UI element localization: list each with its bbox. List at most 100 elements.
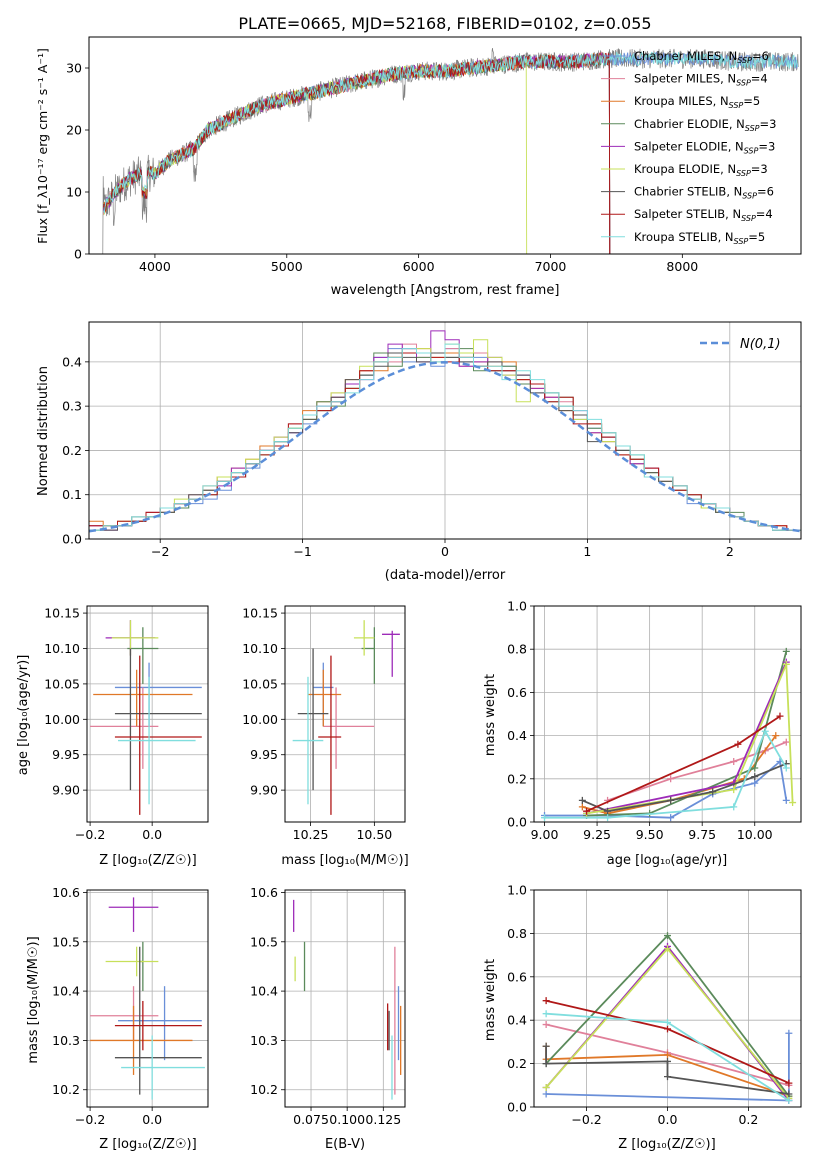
mass-weight-vs-age-marker-7-2 (776, 712, 784, 720)
spectrum-ytick-label-3: 30 (66, 61, 82, 76)
mass-weight-vs-z-marker-7-0 (542, 997, 550, 1005)
legend-label-count-6: =6 (757, 185, 774, 199)
residuals-ytick-label-3: 0.3 (62, 399, 82, 414)
mass-weight-vs-age-marker-6-3 (709, 788, 717, 796)
normal-reference-curve (88, 361, 802, 533)
mass-weight-vs-z-frame (533, 889, 802, 1108)
mass-vs-z-ylabel: mass [log₁₀(M/M☉)] (26, 936, 41, 1063)
mass-weight-vs-age-xtick-label-2: 9.50 (636, 827, 664, 842)
mass-vs-metallicity-panel: −0.2 0.0 10.2 10.3 10.4 10.5 10.6 (52, 885, 209, 1127)
mass-weight-vs-z-marker-6-3 (664, 1073, 671, 1081)
mass-weight-vs-age-marker-2-4 (772, 732, 780, 740)
mass-vs-ebv-ytick-label-3: 10.5 (250, 934, 278, 949)
legend-label-count-3: =3 (760, 117, 777, 131)
spectrum-ytick-label-1: 10 (66, 185, 82, 200)
mass-weight-vs-age-marker-8-4 (782, 764, 790, 772)
mass-weight-vs-age-ytick-label-3: 0.6 (507, 685, 527, 700)
mass-weight-vs-age-xtick-label-4: 10.00 (737, 827, 773, 842)
age-vs-mass-ytick-label-2: 10.00 (242, 712, 278, 727)
mass-weight-vs-z-ylabel: mass weight (483, 959, 498, 1041)
age-vs-mass-xtick-label-0: 10.25 (293, 827, 329, 842)
mass-weight-vs-age-marker-6-0 (578, 796, 586, 804)
residuals-ytick-label-2: 0.2 (62, 443, 82, 458)
age-vs-z-ytick-label-1: 9.95 (52, 747, 80, 762)
legend-label-count-2: =5 (743, 94, 760, 108)
mass-vs-z-frame (86, 889, 209, 1108)
mass-weight-vs-z-marker-1-0 (542, 1021, 550, 1029)
legend-label-text-7: Salpeter STELIB, N (634, 207, 741, 221)
residuals-xtick-label-4: 2 (726, 544, 734, 559)
mass-vs-z-ytick-label-3: 10.5 (52, 934, 80, 949)
mass-vs-ebv-ytick-label-4: 10.6 (250, 885, 278, 900)
age-vs-mass-ytick-label-5: 10.15 (242, 606, 278, 621)
mass-weight-vs-age-marker-8-0 (541, 814, 549, 822)
legend-label-text-6: Chabrier STELIB, N (634, 185, 742, 199)
mass-weight-vs-age-marker-0-2 (667, 814, 675, 822)
mass-weight-vs-age-marker-7-1 (734, 740, 742, 748)
mass-vs-ebv-xlabel: E(B-V) (325, 1137, 365, 1152)
mass-weight-vs-age-marker-2-0 (578, 803, 586, 811)
age-vs-mass-ytick-label-1: 9.95 (250, 747, 278, 762)
legend-label-1: Salpeter MILES, NSSP=4 (634, 72, 768, 88)
mass-vs-z-xtick-label-0: −0.2 (75, 1112, 105, 1127)
age-vs-mass-frame (284, 605, 406, 823)
mass-weight-vs-age-marker-5-1 (730, 786, 738, 794)
mass-weight-vs-age-marker-5-3 (789, 799, 797, 807)
residuals-xtick-label-2: 0 (441, 544, 449, 559)
mass-weight-vs-age-marker-1-2 (730, 758, 738, 766)
mass-weight-vs-z-marker-8-1 (664, 1018, 671, 1026)
residuals-ytick-label-0: 0.0 (62, 532, 82, 547)
mass-weight-vs-age-marker-3-3 (782, 647, 790, 655)
legend-label-text-2: Kroupa MILES, N (634, 94, 729, 108)
legend-label-4: Salpeter ELODIE, NSSP=3 (634, 139, 775, 155)
mass-weight-vs-z-marker-6-1 (542, 1060, 550, 1068)
mass-weight-vs-age-marker-5-2 (782, 660, 790, 668)
mass-weight-vs-z-xtick-label-1: 0.0 (658, 1112, 678, 1127)
legend-label-count-1: =4 (751, 72, 768, 86)
spectrum-xtick-label-0: 4000 (139, 259, 171, 274)
residuals-xtick-label-0: −2 (151, 544, 169, 559)
mass-weight-vs-age-marker-0-6 (782, 796, 790, 804)
mass-weight-vs-age-marker-6-4 (751, 773, 759, 781)
legend-label-text-1: Salpeter MILES, N (634, 72, 736, 86)
legend-label-2: Kroupa MILES, NSSP=5 (634, 94, 760, 110)
spectrum-xtick-label-2: 6000 (403, 259, 435, 274)
model-spectrum-line-8 (103, 51, 799, 214)
legend-label-5: Kroupa ELODIE, NSSP=3 (634, 162, 768, 178)
age-vs-z-ylabel: age [log₁₀(age/yr)] (16, 655, 31, 776)
age-vs-z-xtick-label-1: 0.0 (142, 827, 162, 842)
mass-weight-vs-z-marker-0-0 (542, 1090, 550, 1098)
mass-weight-vs-z-ytick-label-3: 0.6 (507, 969, 527, 984)
mass-weight-vs-z-marker-2-2 (664, 1051, 671, 1059)
age-vs-mass-ytick-label-3: 10.05 (242, 676, 278, 691)
mass-weight-vs-z-marker-5-1 (664, 945, 671, 953)
mass-vs-ebv-frame (284, 889, 406, 1108)
legend-label-8: Kroupa STELIB, NSSP=5 (634, 230, 765, 246)
mass-weight-vs-age-ytick-label-4: 0.8 (507, 642, 527, 657)
mass-weight-vs-age-panel: 9.00 9.25 9.50 9.75 10.00 0.0 0.2 0.4 0.6 0.8 1.0 (507, 599, 802, 842)
age-vs-z-xtick-label-0: −0.2 (75, 827, 105, 842)
mass-weight-vs-z-ytick-label-2: 0.4 (507, 1013, 527, 1028)
residuals-ylabel: Normed distribution (36, 366, 51, 496)
mass-weight-vs-metallicity-panel: −0.2 0.0 0.2 0.0 0.2 0.4 0.6 0.8 1.0 (507, 883, 802, 1127)
age-vs-mass-xtick-label-1: 10.50 (356, 827, 392, 842)
spectrum-ytick-label-2: 20 (66, 123, 82, 138)
mass-weight-vs-z-marker-7-2 (785, 1079, 793, 1087)
mass-weight-vs-age-marker-0-4 (751, 779, 759, 787)
residuals-xtick-label-3: 1 (583, 544, 591, 559)
mass-weight-vs-age-marker-8-1 (604, 814, 612, 822)
legend-label-subscript-0: SSP (737, 56, 752, 65)
legend-label-count-5: =3 (751, 162, 768, 176)
mass-vs-ebv-xtick-label-1: 0.100 (329, 1112, 365, 1127)
mass-weight-vs-z-marker-3-1 (664, 932, 671, 940)
mass-weight-vs-age-marker-6-2 (667, 796, 675, 804)
reference-legend-label: N(0,1) (740, 337, 781, 352)
age-vs-z-ytick-label-5: 10.15 (44, 606, 80, 621)
mass-weight-vs-z-marker-6-2 (664, 1057, 671, 1065)
age-vs-mass-ytick-label-0: 9.90 (250, 783, 278, 798)
residuals-ytick-label-4: 0.4 (62, 354, 82, 369)
mass-weight-vs-z-xtick-label-2: 0.2 (738, 1112, 758, 1127)
mass-weight-vs-age-ytick-label-0: 0.0 (507, 815, 527, 830)
